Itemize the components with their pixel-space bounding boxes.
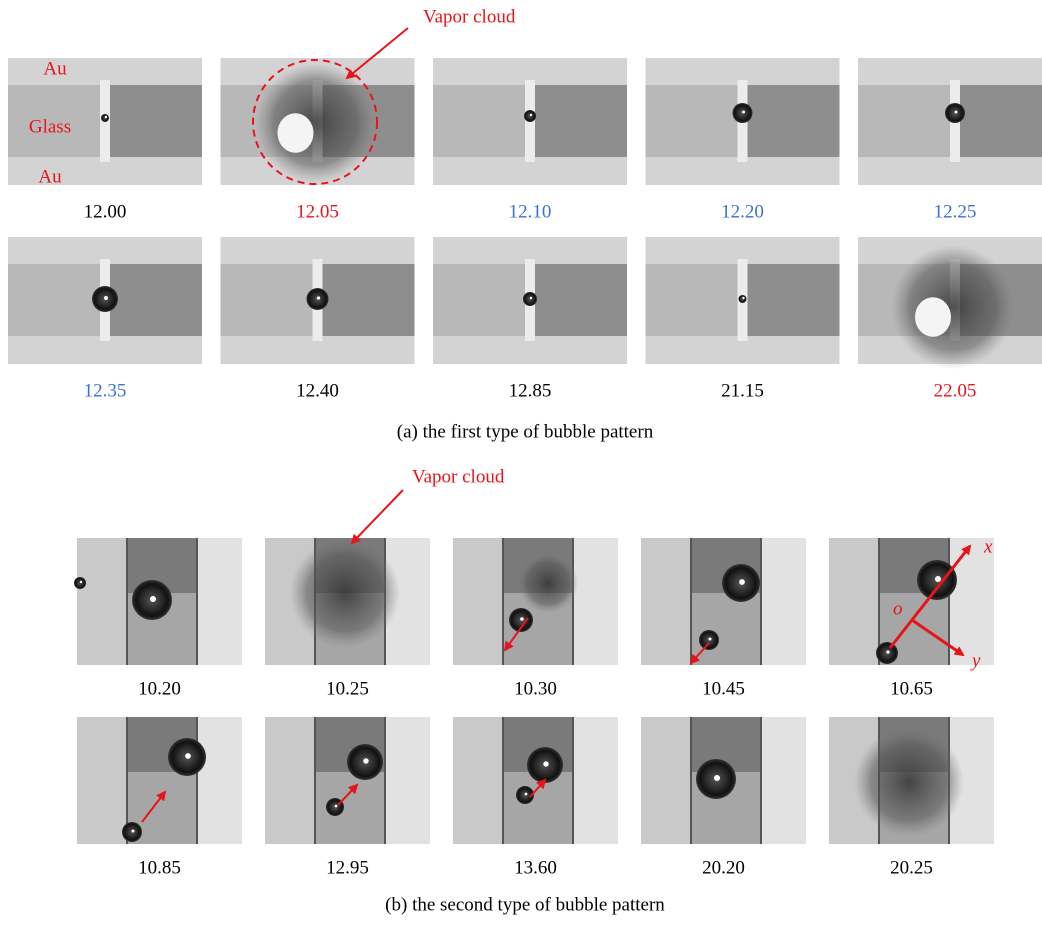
time-label: 12.05 (296, 201, 339, 222)
electrode (323, 264, 415, 336)
axis-label: o (893, 598, 903, 619)
time-label: 22.05 (934, 380, 977, 401)
axis-label: x (983, 536, 993, 557)
axis-label: y (970, 650, 981, 671)
left-region (77, 538, 127, 665)
vapor-cloud (290, 538, 400, 648)
left-region (829, 538, 879, 665)
time-label: 20.25 (890, 857, 933, 878)
time-label: 12.95 (326, 857, 369, 878)
electrode (110, 264, 202, 336)
electrode (110, 85, 202, 157)
caption: (a) the first type of bubble pattern (397, 421, 654, 442)
time-label: 10.25 (326, 678, 369, 699)
bubble-highlight (543, 761, 548, 766)
left-region (453, 538, 503, 665)
bubble (74, 577, 86, 589)
electrode (748, 85, 840, 157)
bubble-highlight (525, 793, 528, 796)
bright-spot (915, 297, 951, 337)
bubble-highlight (105, 116, 107, 118)
bubble-highlight (335, 805, 338, 808)
time-label: 12.00 (84, 201, 127, 222)
bubble-highlight (363, 758, 368, 763)
bubble-highlight (739, 579, 745, 585)
bubble-highlight (132, 830, 135, 833)
material-label: Au (38, 166, 62, 187)
bubble-highlight (80, 581, 82, 583)
bubble-highlight (955, 111, 958, 114)
electrode (748, 264, 840, 336)
glass-band (646, 264, 738, 336)
electrode (960, 85, 1042, 157)
left-region (265, 717, 315, 844)
bubble-highlight (104, 296, 108, 300)
time-label: 13.60 (514, 857, 557, 878)
time-label: 10.85 (138, 857, 181, 878)
time-label: 12.25 (934, 201, 977, 222)
bubble (101, 114, 109, 122)
left-region (641, 717, 691, 844)
bubble-highlight (742, 297, 744, 299)
bubble-highlight (185, 753, 191, 759)
glass-band (221, 264, 313, 336)
time-label: 10.20 (138, 678, 181, 699)
electrode (535, 85, 627, 157)
vapor-cloud (256, 63, 376, 183)
figure: 12.00 12.05 12.10 12.20 12.25 12.35 12.40 12.85… (0, 0, 1042, 926)
frames: 12.00 12.05 12.10 12.20 12.25 12.35 12.40 12.85… (8, 58, 1042, 878)
bubble-highlight (317, 296, 320, 299)
glass-band (858, 85, 950, 157)
bubble-highlight (530, 297, 532, 299)
time-label: 21.15 (721, 380, 764, 401)
vapor-cloud (854, 727, 964, 837)
bright-spot (278, 113, 314, 153)
time-label: 10.65 (890, 678, 933, 699)
time-label: 10.30 (514, 678, 557, 699)
bubble-highlight (742, 111, 745, 114)
bubble-highlight (935, 576, 941, 582)
glass-band (646, 85, 738, 157)
left-region (641, 538, 691, 665)
material-label: Glass (29, 116, 71, 137)
time-label: 12.35 (84, 380, 127, 401)
bubble-highlight (520, 617, 524, 621)
time-label: 12.20 (721, 201, 764, 222)
time-label: 20.20 (702, 857, 745, 878)
glass-band (8, 264, 100, 336)
bubble-highlight (886, 650, 889, 653)
time-label: 12.85 (509, 380, 552, 401)
bubble (739, 295, 747, 303)
annotation-arrow (352, 490, 403, 543)
glass-band (433, 85, 525, 157)
bubble-highlight (714, 775, 720, 781)
bubble-highlight (709, 638, 712, 641)
left-region (453, 717, 503, 844)
material-label: Au (43, 58, 67, 79)
left-region (77, 717, 127, 844)
time-label: 10.45 (702, 678, 745, 699)
vapor-cloud (891, 245, 1015, 369)
caption: (b) the second type of bubble pattern (385, 894, 665, 915)
bubble (523, 292, 537, 306)
glass-band (433, 264, 525, 336)
time-label: 12.10 (509, 201, 552, 222)
bubble-highlight (150, 596, 156, 602)
electrode (535, 264, 627, 336)
time-label: 12.40 (296, 380, 339, 401)
bubble-highlight (530, 114, 532, 116)
vapor-cloud (518, 553, 578, 613)
bubble (524, 110, 536, 122)
annotation: Vapor cloud (412, 466, 505, 487)
annotation: Vapor cloud (423, 6, 516, 27)
